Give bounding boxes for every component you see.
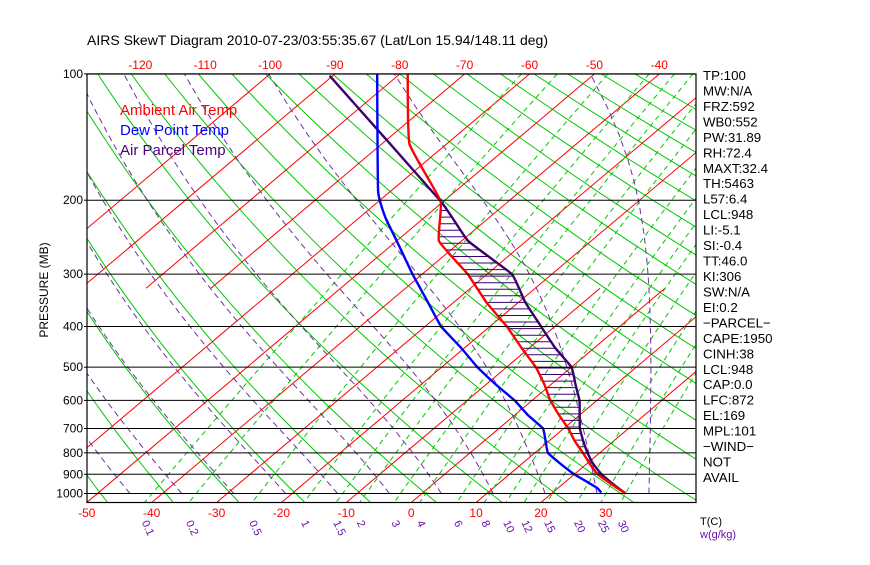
svg-text:EI:0.2: EI:0.2 — [703, 300, 738, 315]
svg-text:AVAIL: AVAIL — [703, 470, 739, 485]
svg-text:-20: -20 — [273, 506, 291, 520]
svg-text:LI:-5.1: LI:-5.1 — [703, 223, 741, 238]
svg-text:L57:6.4: L57:6.4 — [703, 192, 747, 207]
svg-text:100: 100 — [63, 67, 83, 81]
svg-text:CAP:0.0: CAP:0.0 — [703, 377, 753, 392]
svg-text:-120: -120 — [128, 58, 152, 72]
svg-text:900: 900 — [63, 467, 83, 481]
svg-text:LCL:948: LCL:948 — [703, 207, 753, 222]
svg-text:AIRS SkewT Diagram 2010-07-23/: AIRS SkewT Diagram 2010-07-23/03:55:35.6… — [87, 32, 548, 48]
svg-text:300: 300 — [63, 267, 83, 281]
svg-text:MAXT:32.4: MAXT:32.4 — [703, 161, 768, 176]
svg-text:0: 0 — [408, 506, 415, 520]
svg-text:TT:46.0: TT:46.0 — [703, 254, 747, 269]
svg-text:-110: -110 — [194, 58, 217, 72]
svg-text:TP:100: TP:100 — [703, 68, 746, 83]
svg-text:600: 600 — [63, 393, 83, 407]
svg-text:500: 500 — [63, 360, 83, 374]
svg-text:NOT: NOT — [703, 455, 731, 470]
svg-text:Air Parcel Temp: Air Parcel Temp — [120, 142, 226, 159]
svg-text:CINH:38: CINH:38 — [703, 346, 754, 361]
svg-text:−WIND−: −WIND− — [703, 439, 754, 454]
svg-text:FRZ:592: FRZ:592 — [703, 99, 755, 114]
svg-text:20: 20 — [534, 506, 548, 520]
svg-text:PRESSURE (MB): PRESSURE (MB) — [37, 242, 51, 337]
svg-text:-10: -10 — [338, 506, 356, 520]
svg-text:-90: -90 — [326, 58, 344, 72]
svg-text:-50: -50 — [78, 506, 96, 520]
svg-text:800: 800 — [63, 446, 83, 460]
svg-text:RH:72.4: RH:72.4 — [703, 145, 752, 160]
svg-text:WB0:552: WB0:552 — [703, 114, 758, 129]
svg-text:-40: -40 — [651, 58, 669, 72]
svg-text:Dew Point Temp: Dew Point Temp — [120, 122, 229, 139]
svg-text:MW:N/A: MW:N/A — [703, 84, 752, 99]
svg-text:EL:169: EL:169 — [703, 408, 745, 423]
svg-text:SW:N/A: SW:N/A — [703, 285, 750, 300]
svg-text:LCL:948: LCL:948 — [703, 362, 753, 377]
svg-text:-60: -60 — [521, 58, 539, 72]
svg-text:-70: -70 — [456, 58, 474, 72]
svg-text:-80: -80 — [391, 58, 409, 72]
svg-text:PW:31.89: PW:31.89 — [703, 130, 761, 145]
svg-text:−PARCEL−: −PARCEL− — [703, 315, 771, 330]
svg-text:400: 400 — [63, 320, 83, 334]
svg-text:1000: 1000 — [56, 487, 83, 501]
svg-text:CAPE:1950: CAPE:1950 — [703, 331, 772, 346]
svg-text:-40: -40 — [143, 506, 161, 520]
svg-text:SI:-0.4: SI:-0.4 — [703, 238, 742, 253]
svg-text:MPL:101: MPL:101 — [703, 424, 756, 439]
svg-text:T(C): T(C) — [700, 516, 722, 528]
svg-text:200: 200 — [63, 193, 83, 207]
svg-text:LFC:872: LFC:872 — [703, 393, 754, 408]
svg-text:700: 700 — [63, 422, 83, 436]
svg-text:10: 10 — [469, 506, 483, 520]
svg-text:-50: -50 — [586, 58, 604, 72]
svg-text:-100: -100 — [258, 58, 282, 72]
svg-text:Ambient Air Temp: Ambient Air Temp — [120, 102, 237, 119]
svg-text:KI:306: KI:306 — [703, 269, 741, 284]
svg-text:-30: -30 — [208, 506, 226, 520]
svg-text:TH:5463: TH:5463 — [703, 176, 754, 191]
svg-text:w(g/kg): w(g/kg) — [699, 529, 736, 541]
